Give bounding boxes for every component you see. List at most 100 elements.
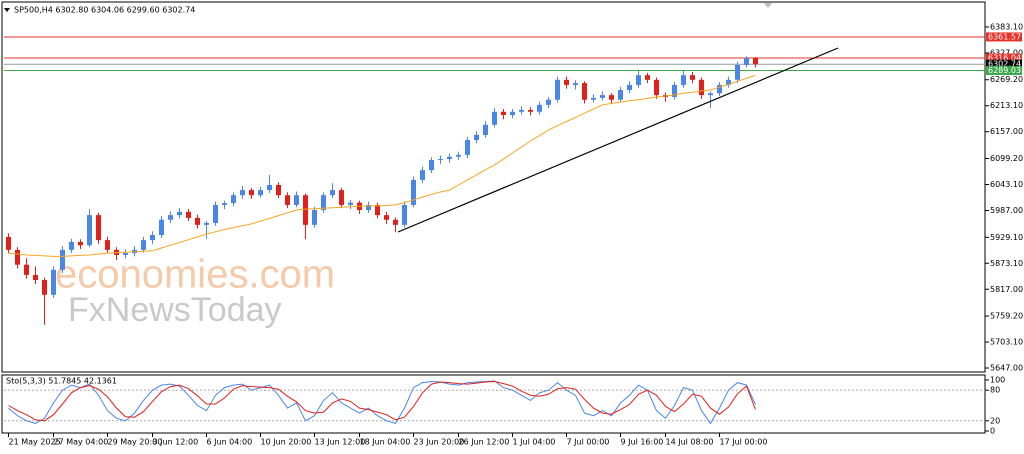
stochastic-line	[8, 380, 756, 425]
candle-body	[429, 159, 434, 171]
candle-body	[384, 215, 389, 220]
x-tick-label: 9 Jul 16:00	[621, 438, 664, 447]
candle-body	[321, 195, 326, 211]
dropdown-icon[interactable]	[4, 8, 10, 12]
candle-body	[411, 179, 416, 205]
candle-body	[312, 210, 317, 225]
plot-layer: 6383.10 6327.00 6269.20 6213.10 6157.00 6099.…	[4, 22, 1023, 447]
candle-body	[141, 240, 146, 250]
candle-body	[51, 269, 56, 295]
candle-body	[285, 195, 290, 205]
stochastic-line	[8, 380, 756, 422]
stochastic-panel	[1, 374, 986, 434]
candle-body	[564, 79, 569, 85]
candle-body	[348, 202, 353, 205]
candle-body	[636, 75, 641, 85]
candle-body	[546, 99, 551, 105]
candle-body	[501, 111, 506, 116]
x-tick-label: 13 Jun 12:00	[315, 438, 366, 447]
candle-body	[555, 79, 560, 100]
candle-body	[294, 195, 299, 205]
candle-body	[708, 93, 713, 96]
candle-body	[15, 249, 20, 265]
candle-body	[222, 203, 227, 205]
candle-body	[438, 159, 443, 161]
x-tick-label: 3 Jun 12:00	[153, 438, 199, 447]
candle-body	[672, 84, 677, 97]
candle-body	[195, 217, 200, 225]
x-tick-label: 6 Jun 04:00	[207, 438, 253, 447]
price-label-bg	[986, 59, 1022, 69]
candle-body	[231, 195, 236, 204]
candle-body	[528, 109, 533, 112]
chart-title: SP500,H4 6302.80 6304.06 6299.60 6302.74	[14, 6, 195, 15]
y-tick-label: 6213.10	[990, 101, 1023, 110]
y-tick-label: 6327.00	[990, 48, 1023, 57]
watermark: FxNewsToday	[68, 291, 282, 329]
x-tick-label: 17 Jul 00:00	[720, 438, 768, 447]
candle-body	[600, 95, 605, 98]
indicator-title: Sto(5,3,3) 51.7845 42.1361	[6, 377, 117, 386]
candle-body	[483, 124, 488, 135]
candle-body	[276, 185, 281, 196]
candle-body	[6, 236, 11, 250]
candle-body	[699, 79, 704, 96]
candle-body	[267, 185, 272, 191]
price-label-bg	[986, 66, 1022, 76]
y-tick-label: 5759.20	[990, 312, 1023, 321]
candle-body	[123, 253, 128, 255]
y-tick-label: 6043.10	[990, 180, 1023, 189]
candle-body	[618, 90, 623, 100]
y-tick-label: 5647.00	[990, 364, 1023, 373]
candle-body	[726, 79, 731, 85]
candle-body	[96, 215, 101, 241]
candle-body	[105, 240, 110, 250]
candle-body	[474, 134, 479, 141]
candle-body	[150, 235, 155, 241]
candle-body	[609, 95, 614, 100]
y-tick-label: 5873.10	[990, 259, 1023, 268]
x-tick-label: 18 Jun 04:00	[360, 438, 411, 447]
candle-body	[33, 274, 38, 280]
candle-body	[654, 79, 659, 96]
y-tick-label: 100	[990, 376, 1005, 385]
candle-body	[402, 204, 407, 225]
candle-body	[465, 140, 470, 155]
candle-body	[510, 111, 515, 116]
x-tick-label: 29 May 20:00	[108, 438, 163, 447]
candle-body	[582, 83, 587, 100]
x-tick-label: 14 Jul 08:00	[666, 438, 714, 447]
candle-body	[753, 58, 758, 65]
candle-body	[258, 190, 263, 196]
candle-body	[717, 84, 722, 94]
y-tick-label: 5929.10	[990, 233, 1023, 242]
shift-marker[interactable]	[764, 3, 772, 8]
y-tick-label: 20	[990, 416, 1000, 425]
candle-body	[177, 211, 182, 216]
price-label-bg	[986, 32, 1022, 42]
candle-body	[447, 156, 452, 160]
candle-body	[744, 58, 749, 66]
candle-body	[240, 190, 245, 196]
candle-body	[690, 75, 695, 80]
candle-body	[204, 222, 209, 225]
price-label: 6361.57	[988, 32, 1021, 41]
y-tick-label: 5987.00	[990, 206, 1023, 215]
candle-body	[87, 215, 92, 246]
x-tick-label: 26 Jun 12:00	[459, 438, 510, 447]
y-tick-label: 6269.20	[990, 75, 1023, 84]
candle-body	[24, 264, 29, 275]
candle-body	[78, 241, 83, 246]
price-label-bg	[986, 53, 1022, 63]
price-label: 6289.03	[988, 66, 1021, 75]
moving-average	[8, 74, 756, 257]
x-tick-label: 21 May 2025	[9, 438, 61, 447]
candle-body	[303, 195, 308, 225]
y-tick-label: 6099.20	[990, 154, 1023, 163]
candle-body	[339, 190, 344, 205]
candle-body	[420, 170, 425, 180]
candle-body	[213, 204, 218, 223]
candle-body	[537, 104, 542, 112]
candle-body	[519, 109, 524, 112]
